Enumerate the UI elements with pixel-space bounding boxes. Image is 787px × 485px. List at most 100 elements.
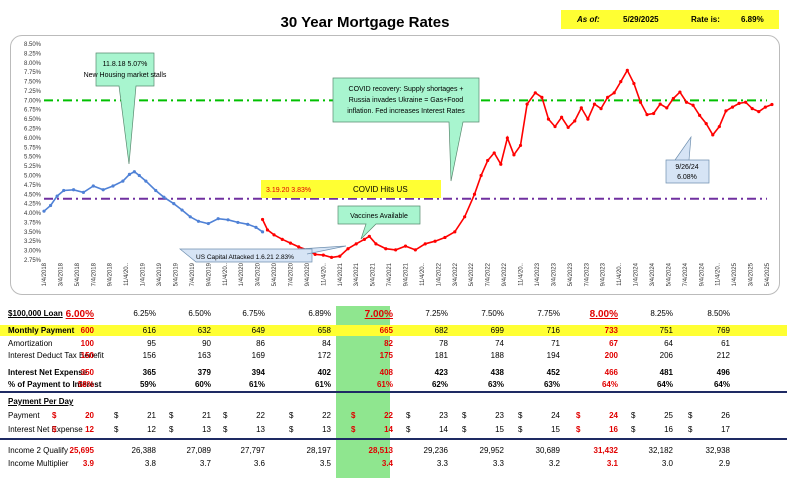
cell-value: 22 bbox=[322, 411, 331, 420]
as-of-date: 5/29/2025 bbox=[623, 15, 659, 24]
cell-value: 181 bbox=[434, 351, 448, 360]
x-tick-label: 9/4/2021 bbox=[404, 262, 410, 286]
cell-value: 16 bbox=[609, 425, 618, 434]
cell-value: 649 bbox=[251, 326, 265, 335]
currency-symbol: $ bbox=[462, 411, 467, 420]
cell-value: 8.00% bbox=[589, 309, 618, 320]
data-point bbox=[144, 179, 148, 183]
cell-value: 31,432 bbox=[593, 446, 618, 455]
cell-value: 27,089 bbox=[186, 446, 211, 455]
cell-value: 30,689 bbox=[535, 446, 560, 455]
data-point bbox=[763, 105, 767, 109]
data-point bbox=[525, 102, 529, 106]
data-point bbox=[280, 237, 284, 241]
x-tick-label: 1/4/2018 bbox=[42, 262, 48, 286]
data-point bbox=[612, 91, 616, 95]
data-point bbox=[346, 247, 350, 251]
cell-value: 15 bbox=[495, 425, 504, 434]
cell-value: 71 bbox=[551, 339, 560, 348]
cell-value: 28,197 bbox=[306, 446, 331, 455]
x-tick-label: 3/4/2018 bbox=[58, 262, 64, 286]
cell-value: 22 bbox=[384, 411, 393, 420]
cell-value: 423 bbox=[434, 368, 448, 377]
row-label: Interest Deduct Tax Benefit bbox=[8, 351, 104, 360]
x-tick-label: 1/4/2021 bbox=[338, 262, 344, 286]
x-tick-label: 7/4/2024 bbox=[683, 262, 689, 286]
cell-value: 14 bbox=[439, 425, 448, 434]
data-point bbox=[579, 106, 583, 110]
data-point bbox=[254, 225, 258, 229]
cell-value: 27,797 bbox=[240, 446, 265, 455]
cell-value: 206 bbox=[659, 351, 673, 360]
currency-symbol: $ bbox=[289, 411, 294, 420]
cell-value: 12 bbox=[85, 425, 94, 434]
row-label: Payment Per Day bbox=[8, 397, 74, 406]
data-point bbox=[711, 133, 715, 137]
cell-value: 365 bbox=[142, 368, 156, 377]
row-label: % of Payment to Interest bbox=[8, 380, 102, 389]
cell-value: 682 bbox=[434, 326, 448, 335]
cell-value: 64% bbox=[601, 380, 618, 389]
data-point bbox=[684, 100, 689, 104]
table-row-netday: Interest Net Expense 12 $12 $13 $13 $13 $14 $14… bbox=[0, 424, 787, 435]
x-tick-label: 7/4/2019 bbox=[190, 262, 196, 286]
data-point bbox=[730, 105, 735, 109]
x-tick-label: 9/4/2019 bbox=[206, 262, 212, 286]
x-tick-label: 1/4/2024 bbox=[634, 262, 640, 286]
data-point bbox=[196, 219, 201, 223]
cell-value: 58% bbox=[77, 380, 94, 389]
data-point bbox=[338, 254, 342, 258]
rate-value: 6.89% bbox=[741, 15, 764, 24]
cell-value: 600 bbox=[80, 326, 94, 335]
row-label: Amortization bbox=[8, 339, 53, 348]
x-tick-label: 11/4/20.. bbox=[124, 263, 130, 286]
y-tick-label: 5.75% bbox=[24, 145, 42, 151]
row-label: Interest Net Expense bbox=[8, 368, 88, 377]
cell-value: 62% bbox=[431, 380, 448, 389]
data-point bbox=[724, 109, 728, 113]
cell-value: 188 bbox=[490, 351, 504, 360]
row-label: Interest Net Expense bbox=[8, 425, 83, 434]
as-of-banner: As of: 5/29/2025 Rate is: 6.89% bbox=[561, 10, 779, 29]
x-tick-label: 11/4/20.. bbox=[716, 263, 722, 286]
row-label: Payment bbox=[8, 411, 40, 420]
x-tick-label: 11/4/20.. bbox=[617, 263, 623, 286]
data-point bbox=[750, 107, 754, 111]
cell-value: 466 bbox=[604, 368, 618, 377]
data-point bbox=[553, 125, 557, 129]
x-tick-label: 7/4/2020 bbox=[288, 262, 294, 286]
cell-value: 84 bbox=[322, 339, 331, 348]
data-point bbox=[226, 218, 230, 222]
rate-label: Rate is: bbox=[691, 15, 720, 24]
data-point bbox=[374, 242, 378, 246]
x-tick-label: 7/4/2023 bbox=[584, 262, 590, 286]
data-point bbox=[91, 184, 95, 188]
data-point bbox=[127, 172, 132, 176]
cell-value: 402 bbox=[317, 368, 331, 377]
cell-value: 7.75% bbox=[537, 309, 560, 318]
y-tick-label: 8.25% bbox=[24, 51, 42, 57]
cell-value: 163 bbox=[197, 351, 211, 360]
data-point bbox=[206, 221, 210, 226]
cell-value: 3.2 bbox=[548, 459, 560, 468]
cell-value: 13 bbox=[202, 425, 211, 434]
x-tick-label: 1/4/2019 bbox=[141, 262, 147, 286]
data-point bbox=[260, 230, 265, 234]
x-tick-label: 3/4/2023 bbox=[551, 262, 557, 286]
data-point bbox=[443, 235, 447, 240]
data-point bbox=[744, 100, 748, 104]
cell-value: 6.50% bbox=[188, 309, 211, 318]
x-tick-label: 5/4/2025 bbox=[765, 262, 771, 286]
cell-value: 699 bbox=[490, 326, 504, 335]
y-tick-label: 4.00% bbox=[24, 211, 42, 217]
cell-value: 150 bbox=[80, 351, 94, 360]
cell-value: 6.75% bbox=[242, 309, 265, 318]
currency-symbol: $ bbox=[351, 425, 356, 434]
cell-value: 61% bbox=[376, 380, 393, 389]
cell-value: 13 bbox=[256, 425, 265, 434]
annotation-callout bbox=[332, 77, 480, 182]
cell-value: 26,388 bbox=[131, 446, 156, 455]
x-tick-label: 11/4/20.. bbox=[519, 263, 525, 286]
annotation-callout bbox=[665, 135, 710, 184]
data-point bbox=[111, 184, 115, 188]
